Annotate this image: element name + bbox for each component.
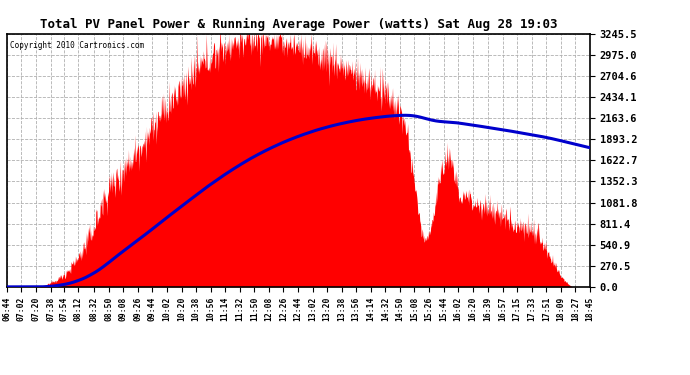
Text: Copyright 2010 Cartronics.com: Copyright 2010 Cartronics.com xyxy=(10,41,144,50)
Title: Total PV Panel Power & Running Average Power (watts) Sat Aug 28 19:03: Total PV Panel Power & Running Average P… xyxy=(39,18,558,31)
